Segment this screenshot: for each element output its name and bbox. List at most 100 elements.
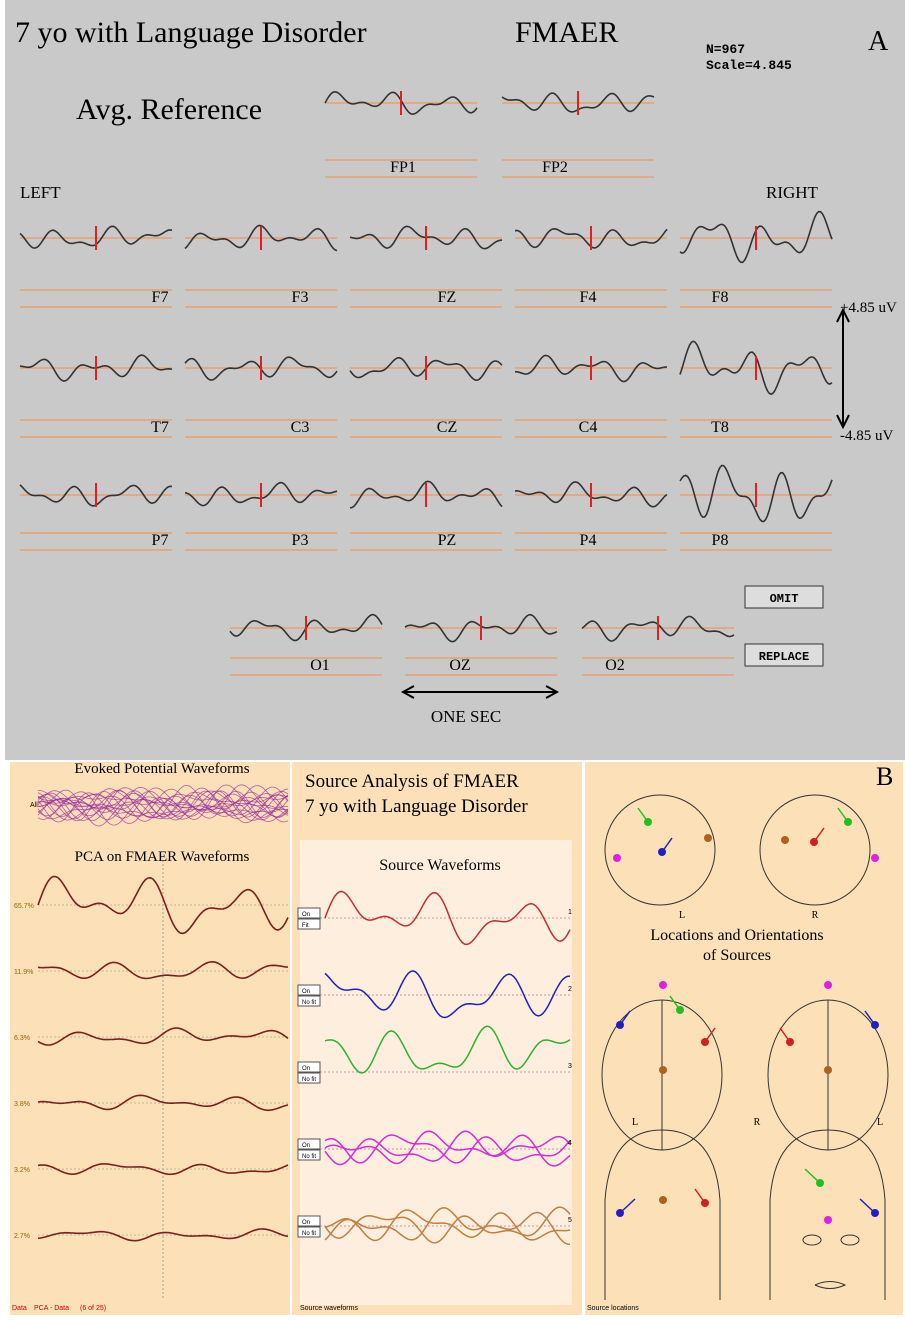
dipole [676,1006,684,1014]
all-label: All [30,802,38,809]
electrode-label: FP2 [542,159,568,176]
pca-trace [37,1163,289,1176]
evoked-trace [37,784,289,823]
source-button-label[interactable]: No fit [302,1231,316,1237]
source-button[interactable] [297,907,321,919]
locations-title: Locations and Orientations [650,927,823,944]
side-right: RIGHT [766,183,819,202]
dipole [786,1038,794,1046]
source-trace [324,1134,571,1164]
source-number: 3 [568,1063,572,1070]
dipole [701,1199,709,1207]
source-trace [324,1206,571,1244]
electrode-label: FZ [438,289,457,306]
electrode-label: T7 [151,419,169,436]
source-button-label[interactable]: No fit [302,1000,316,1006]
source-button[interactable] [297,995,321,1007]
pca-title: PCA on FMAER Waveforms [75,849,250,865]
pca-trace [37,875,289,935]
electrode-label: T8 [711,419,729,436]
source-number: 2 [568,986,572,993]
dipole [824,1216,832,1224]
side-label: L [632,1117,638,1128]
scale-top: +4.85 uV [840,300,897,316]
source-button[interactable] [297,1215,321,1227]
pca-percent: 3.8% [14,1101,30,1108]
evoked-trace [37,790,289,820]
replace-button[interactable]: REPLACE [744,643,824,667]
waveform [184,224,338,252]
evoked-trace [37,784,289,827]
source-button-label[interactable]: On [302,1220,310,1226]
source-button[interactable] [297,1072,321,1084]
evoked-trace [37,788,289,822]
source-button-label[interactable]: No fit [302,1077,316,1083]
footer: PCA - Data [34,1305,69,1312]
electrode-label: F7 [152,289,169,306]
dipole [824,1066,832,1074]
source-button-label[interactable]: On [302,1066,310,1072]
source-trace [324,1130,571,1167]
evoked-trace [37,790,289,821]
button-label[interactable]: OMIT [770,592,799,606]
source-trace [324,1130,571,1166]
source-trace [324,1207,571,1245]
source-title: Source Analysis of FMAER [305,771,519,792]
dipole [616,1209,624,1217]
pca-panel [10,762,290,1315]
evoked-trace [37,787,289,820]
source-button[interactable] [297,984,321,996]
dipole [616,1021,624,1029]
stimulus: FMAER [515,16,618,49]
source-button[interactable] [297,1138,321,1150]
electrode-label: F4 [580,289,597,306]
dipole [659,1196,667,1204]
button-label[interactable]: REPLACE [759,650,809,664]
source-button[interactable] [297,918,321,930]
source-button-label[interactable]: No fit [302,1154,316,1160]
electrode-label: P7 [152,532,169,549]
head-diagrams [601,794,889,1300]
reference: Avg. Reference [76,93,262,126]
source-title: 7 yo with Language Disorder [305,796,528,817]
dipole [781,836,789,844]
electrode-label: P8 [712,532,729,549]
scale: Scale=4.845 [706,58,792,73]
side-label: L [877,1117,883,1128]
button-frame[interactable] [744,585,824,609]
pca-trace [37,1094,289,1112]
pca-percent: 65.7% [14,903,34,910]
source-button[interactable] [297,1061,321,1073]
electrode-label: C3 [291,419,310,436]
side-label: R [754,1117,761,1128]
electrode-label: P3 [292,532,309,549]
source-button-label[interactable]: On [302,1143,310,1149]
source-button-label[interactable]: On [302,989,310,995]
locations-title: of Sources [703,947,771,964]
source-button-label[interactable]: Fit [302,923,309,929]
button-frame[interactable] [744,643,824,667]
dipole [844,818,852,826]
n-count: N=967 [706,42,745,57]
source-number: 1 [568,909,572,916]
waveform [679,464,833,523]
dipole [816,1179,824,1187]
dipole [659,981,667,989]
omit-button[interactable]: OMIT [744,585,824,609]
footer: (6 of 25) [80,1305,106,1312]
source-button-label[interactable]: On [302,912,310,918]
pca-percent: 11.9% [14,969,33,976]
dipole [810,838,818,846]
dipole [659,1066,667,1074]
evoked-trace [37,788,289,820]
electrode-label: FP1 [390,159,416,176]
time-arrow [400,685,560,699]
evoked-trace [37,789,289,824]
pca-trace [37,960,289,980]
source-button[interactable] [297,1226,321,1238]
source-number: 4 [568,1140,572,1147]
source-button[interactable] [297,1149,321,1161]
pca-percent: 6.3% [14,1035,30,1042]
dipole [644,818,652,826]
title: 7 yo with Language Disorder [15,16,367,49]
